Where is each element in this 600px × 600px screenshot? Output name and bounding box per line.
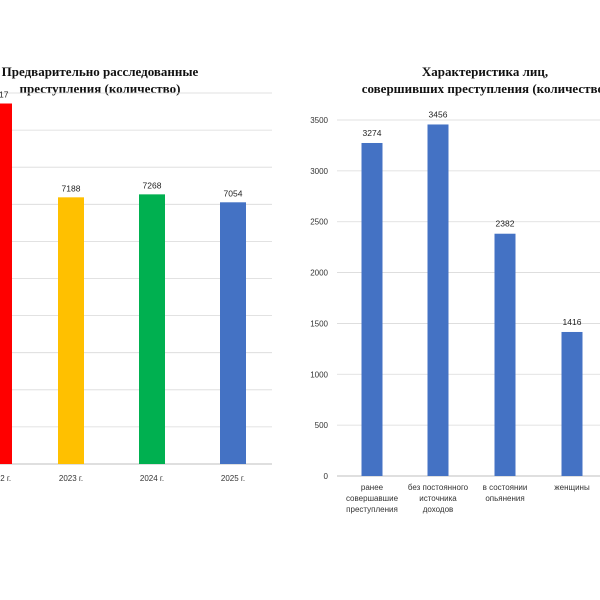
right-y-tick-label: 3000: [310, 167, 328, 176]
right-data-label: 3274: [363, 128, 382, 138]
right-y-tick-label: 3500: [310, 116, 328, 125]
right-chart-title-line-2: совершивших преступления (количество): [362, 81, 600, 96]
left-bar: [0, 103, 12, 464]
right-chart: Характеристика лиц, совершивших преступл…: [310, 64, 600, 514]
right-y-tick-label: 2500: [310, 218, 328, 227]
right-y-tick-label: 0: [324, 472, 329, 481]
left-data-label: 7054: [224, 188, 243, 198]
left-data-label: 7188: [62, 183, 81, 193]
right-data-label: 1416: [563, 317, 582, 327]
left-chart-title-line-2: преступления (количество): [20, 81, 181, 96]
left-chart: Предварительно расследованные преступлен…: [0, 64, 272, 483]
right-y-tick-label: 500: [315, 421, 329, 430]
right-chart-data-labels: 3274 3456 2382 1416: [363, 109, 582, 326]
left-category-label: 2023 г.: [59, 474, 83, 483]
right-category-label-line: ранее: [361, 483, 384, 492]
right-category-label-line: доходов: [423, 505, 454, 514]
left-chart-title-line-1: Предварительно расследованные: [2, 64, 199, 79]
left-data-label: 7268: [143, 180, 162, 190]
right-category-label-line: в состоянии: [483, 483, 528, 492]
right-category-label-line: совершавшие: [346, 494, 399, 503]
left-data-label: 9717: [0, 89, 9, 99]
left-chart-category-labels: 2022 г. 2023 г. 2024 г. 2025 г.: [0, 474, 245, 483]
right-category-label-line: без постоянного: [408, 483, 469, 492]
right-bar: [361, 142, 383, 476]
right-y-tick-label: 1500: [310, 319, 328, 328]
left-category-label: 2022 г.: [0, 474, 11, 483]
right-data-label: 2382: [496, 219, 515, 229]
left-bar: [139, 194, 165, 465]
left-category-label: 2025 г.: [221, 474, 245, 483]
right-y-tick-label: 2000: [310, 269, 328, 278]
right-chart-category-labels: ранее совершавшие преступления без постоянн…: [346, 483, 590, 514]
right-bar: [494, 233, 516, 476]
left-bar: [58, 197, 84, 464]
right-category-label: ранее совершавшие преступления: [346, 483, 399, 514]
right-category-label-line: источника: [419, 494, 457, 503]
right-chart-bars: [361, 124, 583, 476]
left-chart-gridlines: [0, 92, 272, 465]
right-bar: [561, 331, 583, 476]
left-bar: [220, 202, 246, 464]
right-chart-y-ticks: 0 500 1000 1500 2000 2500 3000 3500: [310, 116, 328, 481]
right-category-label: без постоянного источника доходов: [408, 483, 469, 514]
right-bar: [427, 124, 449, 476]
right-category-label-line: опьянения: [485, 494, 524, 503]
right-chart-title-line-1: Характеристика лиц,: [422, 64, 548, 79]
left-chart-bars: [0, 103, 246, 465]
right-category-label: в состоянии опьянения: [483, 483, 528, 503]
right-y-tick-label: 1000: [310, 370, 328, 379]
left-category-label: 2024 г.: [140, 474, 164, 483]
right-category-label-line: преступления: [346, 505, 398, 514]
right-category-label: женщины: [554, 483, 590, 492]
right-category-label-line: женщины: [554, 483, 590, 492]
right-data-label: 3456: [429, 109, 448, 119]
left-chart-data-labels: 9717 7188 7268 7054: [0, 89, 243, 198]
